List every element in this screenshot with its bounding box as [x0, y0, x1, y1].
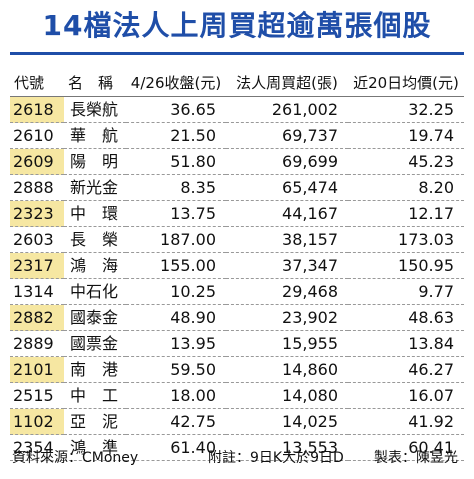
- net-buy-volume: 261,002: [226, 96, 348, 123]
- avg20-price: 46.27: [348, 356, 464, 383]
- table-row: 2882 國泰金 48.90 23,902 48.63: [10, 304, 464, 331]
- author-credit: 製表：陳昱光: [374, 450, 458, 466]
- avg20-price: 41.92: [348, 408, 464, 435]
- net-buy-volume: 65,474: [226, 174, 348, 201]
- stock-code: 2888: [10, 174, 64, 201]
- stock-code: 2610: [10, 122, 64, 149]
- table-row: 1314 中石化 10.25 29,468 9.77: [10, 278, 464, 305]
- stock-code: 2618: [10, 96, 64, 123]
- stock-code: 2603: [10, 226, 64, 253]
- close-price: 187.00: [126, 226, 226, 253]
- table-row: 2317 鴻 海 155.00 37,347 150.95: [10, 252, 464, 279]
- header-avg20: 近20日均價(元): [348, 68, 464, 97]
- stock-code: 2354: [10, 434, 64, 461]
- net-buy-volume: 15,955: [226, 330, 348, 357]
- stock-code: 2101: [10, 356, 64, 383]
- table-row: 2603 長 榮 187.00 38,157 173.03: [10, 226, 464, 253]
- close-price: 51.80: [126, 148, 226, 175]
- stock-code: 2609: [10, 148, 64, 175]
- close-price: 48.90: [126, 304, 226, 331]
- stock-name: 中 工: [64, 382, 126, 409]
- footer: 資料來源：CMoney 附註：9日K大於9日D 製表：陳昱光: [10, 446, 464, 470]
- net-buy-volume: 69,699: [226, 148, 348, 175]
- net-buy-volume: 37,347: [226, 252, 348, 279]
- net-buy-volume: 14,860: [226, 356, 348, 383]
- net-buy-volume: 38,157: [226, 226, 348, 253]
- avg20-price: 60.41: [348, 434, 464, 461]
- stock-name: 南 港: [64, 356, 126, 383]
- avg20-price: 173.03: [348, 226, 464, 253]
- avg20-price: 45.23: [348, 148, 464, 175]
- avg20-price: 16.07: [348, 382, 464, 409]
- avg20-price: 32.25: [348, 96, 464, 123]
- table-row: 2101 南 港 59.50 14,860 46.27: [10, 356, 464, 383]
- stock-name: 鴻 海: [64, 252, 126, 279]
- net-buy-volume: 13,553: [226, 434, 348, 461]
- stock-code: 2882: [10, 304, 64, 331]
- avg20-price: 12.17: [348, 200, 464, 227]
- avg20-price: 9.77: [348, 278, 464, 305]
- header-net-buy: 法人周買超(張): [226, 68, 348, 97]
- table-row: 2354 鴻 準 61.40 13,553 60.41: [10, 434, 464, 461]
- close-price: 8.35: [126, 174, 226, 201]
- stock-name: 中 環: [64, 200, 126, 227]
- stock-table: 代號 名 稱 4/26收盤(元) 法人周買超(張) 近20日均價(元) 2618…: [10, 68, 464, 461]
- stock-name: 新光金: [64, 174, 126, 201]
- stock-name: 華 航: [64, 122, 126, 149]
- table-header-row: 代號 名 稱 4/26收盤(元) 法人周買超(張) 近20日均價(元): [10, 68, 464, 97]
- close-price: 42.75: [126, 408, 226, 435]
- avg20-price: 13.84: [348, 330, 464, 357]
- avg20-price: 150.95: [348, 252, 464, 279]
- close-price: 61.40: [126, 434, 226, 461]
- stock-name: 陽 明: [64, 148, 126, 175]
- table-row: 2888 新光金 8.35 65,474 8.20: [10, 174, 464, 201]
- close-price: 155.00: [126, 252, 226, 279]
- avg20-price: 19.74: [348, 122, 464, 149]
- close-price: 59.50: [126, 356, 226, 383]
- stock-code: 2515: [10, 382, 64, 409]
- stock-name: 鴻 準: [64, 434, 126, 461]
- title-divider: [10, 52, 464, 55]
- avg20-price: 48.63: [348, 304, 464, 331]
- table-body: 2618 長榮航 36.65 261,002 32.25 2610 華 航 21.50 69,7…: [10, 96, 464, 461]
- stock-name: 亞 泥: [64, 408, 126, 435]
- stock-name: 長 榮: [64, 226, 126, 253]
- table-row: 2609 陽 明 51.80 69,699 45.23: [10, 148, 464, 175]
- avg20-price: 8.20: [348, 174, 464, 201]
- stock-name: 中石化: [64, 278, 126, 305]
- close-price: 21.50: [126, 122, 226, 149]
- stock-name: 長榮航: [64, 96, 126, 123]
- page-title: 14檔法人上周買超逾萬張個股: [42, 9, 432, 42]
- stock-code: 2889: [10, 330, 64, 357]
- stock-code: 2323: [10, 200, 64, 227]
- net-buy-volume: 23,902: [226, 304, 348, 331]
- stock-code: 2317: [10, 252, 64, 279]
- table-row: 2618 長榮航 36.65 261,002 32.25: [10, 96, 464, 123]
- close-price: 10.25: [126, 278, 226, 305]
- close-price: 13.75: [126, 200, 226, 227]
- net-buy-volume: 44,167: [226, 200, 348, 227]
- stock-code: 1314: [10, 278, 64, 305]
- table-row: 2515 中 工 18.00 14,080 16.07: [10, 382, 464, 409]
- net-buy-volume: 14,025: [226, 408, 348, 435]
- footnote: 附註：9日K大於9日D: [208, 450, 344, 466]
- source-note: 資料來源：CMoney: [12, 450, 139, 466]
- header-code: 代號: [10, 68, 64, 97]
- table-row: 2610 華 航 21.50 69,737 19.74: [10, 122, 464, 149]
- net-buy-volume: 29,468: [226, 278, 348, 305]
- table-row: 2889 國票金 13.95 15,955 13.84: [10, 330, 464, 357]
- header-name: 名 稱: [64, 68, 126, 97]
- close-price: 18.00: [126, 382, 226, 409]
- close-price: 36.65: [126, 96, 226, 123]
- stock-name: 國票金: [64, 330, 126, 357]
- table-row: 2323 中 環 13.75 44,167 12.17: [10, 200, 464, 227]
- stock-code: 1102: [10, 408, 64, 435]
- net-buy-volume: 14,080: [226, 382, 348, 409]
- header-close: 4/26收盤(元): [126, 68, 226, 97]
- table-row: 1102 亞 泥 42.75 14,025 41.92: [10, 408, 464, 435]
- net-buy-volume: 69,737: [226, 122, 348, 149]
- stock-name: 國泰金: [64, 304, 126, 331]
- close-price: 13.95: [126, 330, 226, 357]
